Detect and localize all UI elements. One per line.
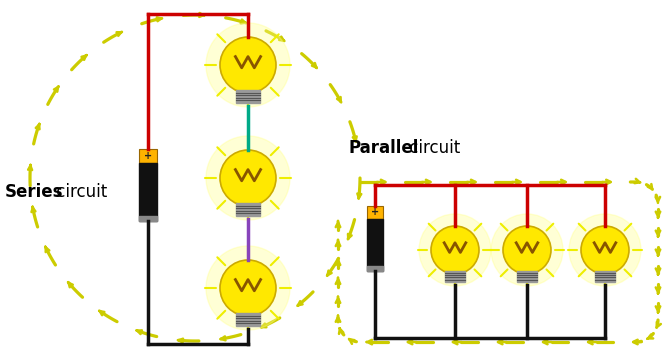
Circle shape bbox=[206, 246, 290, 330]
Bar bbox=[237, 203, 260, 216]
Text: +: + bbox=[144, 151, 152, 161]
Text: Parallel: Parallel bbox=[348, 139, 418, 157]
Bar bbox=[445, 271, 465, 282]
Bar bbox=[237, 313, 260, 326]
Bar bbox=[367, 219, 383, 271]
Circle shape bbox=[569, 214, 641, 286]
Circle shape bbox=[206, 23, 290, 107]
Bar bbox=[367, 205, 383, 219]
Circle shape bbox=[581, 226, 629, 274]
Circle shape bbox=[503, 226, 551, 274]
Bar bbox=[139, 163, 157, 221]
Circle shape bbox=[220, 150, 276, 206]
Circle shape bbox=[220, 260, 276, 316]
Text: circuit: circuit bbox=[51, 183, 107, 201]
Bar bbox=[517, 271, 537, 282]
Bar bbox=[367, 266, 383, 271]
Bar bbox=[139, 216, 157, 221]
Text: circuit: circuit bbox=[404, 139, 460, 157]
Circle shape bbox=[419, 214, 491, 286]
Circle shape bbox=[206, 136, 290, 220]
Text: Series: Series bbox=[5, 183, 64, 201]
Bar bbox=[237, 90, 260, 103]
Bar bbox=[139, 149, 157, 163]
Circle shape bbox=[431, 226, 479, 274]
Text: +: + bbox=[371, 207, 379, 217]
Bar bbox=[595, 271, 615, 282]
Circle shape bbox=[220, 37, 276, 93]
Circle shape bbox=[491, 214, 563, 286]
